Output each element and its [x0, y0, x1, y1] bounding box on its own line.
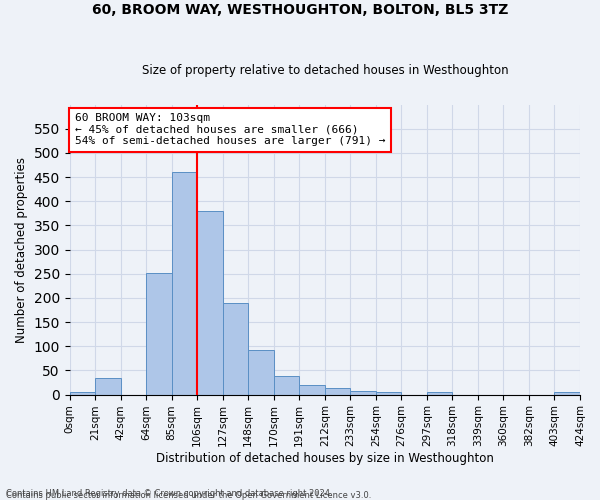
Title: Size of property relative to detached houses in Westhoughton: Size of property relative to detached ho… [142, 64, 508, 77]
X-axis label: Distribution of detached houses by size in Westhoughton: Distribution of detached houses by size … [156, 452, 494, 465]
Text: 60, BROOM WAY, WESTHOUGHTON, BOLTON, BL5 3TZ: 60, BROOM WAY, WESTHOUGHTON, BOLTON, BL5… [92, 2, 508, 16]
Bar [146, 273, 172, 394]
Bar [95, 378, 121, 394]
Bar [172, 172, 197, 394]
Bar [427, 392, 452, 394]
Y-axis label: Number of detached properties: Number of detached properties [15, 156, 28, 342]
Bar [554, 392, 580, 394]
Bar [248, 350, 274, 395]
Bar [274, 376, 299, 394]
Text: Contains HM Land Registry data © Crown copyright and database right 2024.: Contains HM Land Registry data © Crown c… [6, 488, 332, 498]
Bar [299, 385, 325, 394]
Bar [197, 211, 223, 394]
Bar [70, 392, 95, 394]
Bar [376, 392, 401, 394]
Text: 60 BROOM WAY: 103sqm
← 45% of detached houses are smaller (666)
54% of semi-deta: 60 BROOM WAY: 103sqm ← 45% of detached h… [75, 114, 385, 146]
Bar [350, 391, 376, 394]
Text: Contains public sector information licensed under the Open Government Licence v3: Contains public sector information licen… [6, 491, 371, 500]
Bar [223, 303, 248, 394]
Bar [325, 388, 350, 394]
